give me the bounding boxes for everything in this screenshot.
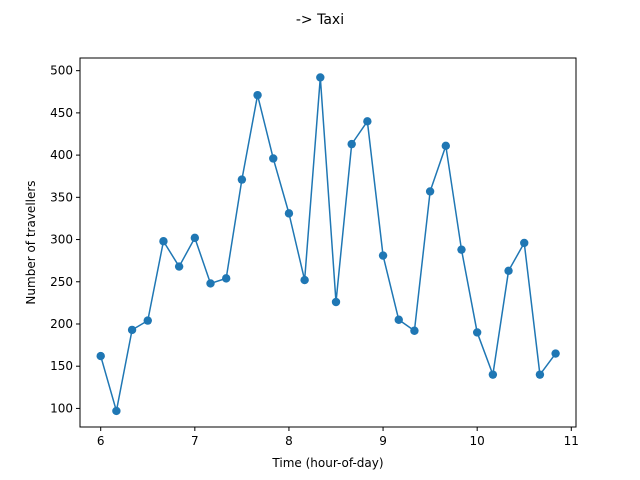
plot-area: [96, 73, 560, 416]
data-point: [504, 266, 513, 275]
y-axis-label: Number of travellers: [24, 180, 38, 304]
data-point: [190, 233, 200, 243]
x-axis-label: Time (hour-of-day): [271, 456, 383, 470]
data-point: [347, 139, 356, 149]
chart-title: -> Taxi: [296, 12, 344, 28]
data-point: [143, 316, 152, 325]
y-axis: 100 150 200 250 300 350 400 450 500: [50, 64, 80, 415]
data-point: [159, 237, 168, 246]
y-tick-label: 450: [50, 106, 73, 120]
x-tick-label: 6: [97, 434, 105, 448]
data-point: [300, 275, 309, 285]
x-axis: 6 7 8 9 10 11: [97, 427, 579, 448]
x-tick-label: 9: [379, 434, 387, 448]
data-point: [378, 251, 388, 260]
y-tick-label: 350: [50, 190, 73, 204]
series-line: [99, 76, 557, 412]
data-point: [410, 326, 419, 335]
data-point: [363, 117, 372, 126]
y-tick-label: 100: [50, 401, 73, 415]
x-tick-label: 7: [191, 434, 199, 448]
x-tick-label: 10: [470, 434, 485, 448]
x-tick-label: 11: [564, 434, 579, 448]
y-tick-label: 400: [50, 148, 73, 162]
x-tick-label: 8: [285, 434, 293, 448]
data-point: [457, 245, 466, 254]
data-point: [112, 406, 121, 416]
y-tick-label: 500: [50, 64, 73, 78]
data-point: [551, 349, 560, 358]
data-point: [331, 297, 341, 307]
data-point: [96, 351, 105, 361]
axes-frame: [79, 57, 577, 428]
data-point: [472, 328, 482, 337]
data-point: [269, 154, 278, 163]
data-point: [488, 370, 498, 379]
y-tick-label: 200: [50, 317, 73, 331]
y-tick-label: 250: [50, 275, 73, 289]
data-point: [520, 238, 529, 248]
y-tick-label: 300: [50, 233, 73, 247]
data-point: [253, 90, 262, 100]
data-point: [441, 141, 451, 151]
data-point: [425, 187, 435, 196]
data-point: [127, 325, 137, 335]
data-point: [535, 370, 545, 379]
data-point: [284, 209, 294, 218]
y-tick-label: 150: [50, 359, 73, 373]
data-point: [174, 262, 184, 271]
data-point: [206, 279, 215, 288]
data-point: [221, 274, 231, 283]
data-point: [394, 315, 403, 324]
data-point: [237, 175, 247, 184]
data-point: [316, 73, 325, 82]
